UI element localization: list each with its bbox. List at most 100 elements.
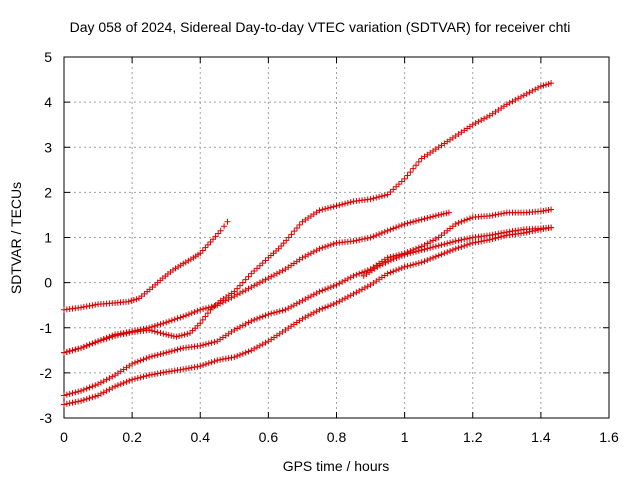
data-point: [280, 240, 287, 247]
data-point: [498, 210, 505, 217]
data-point: [478, 117, 485, 124]
series-track-D: [61, 206, 555, 399]
data-point: [324, 285, 331, 292]
data-point: [313, 247, 320, 254]
data-point: [435, 242, 442, 249]
data-point: [344, 199, 351, 206]
data-point: [427, 239, 434, 246]
data-point: [498, 230, 505, 237]
data-point: [512, 96, 519, 103]
data-point: [171, 347, 178, 354]
data-point: [251, 282, 258, 289]
y-tick-label: -3: [40, 410, 53, 426]
data-point: [194, 363, 201, 370]
data-point: [273, 270, 280, 277]
data-point: [432, 236, 439, 243]
data-point: [177, 314, 184, 321]
data-point: [154, 370, 161, 377]
data-point: [131, 327, 138, 334]
data-point: [330, 301, 337, 308]
data-point: [271, 309, 278, 316]
data-point: [489, 231, 496, 238]
data-point: [347, 274, 354, 281]
data-point: [430, 213, 437, 220]
grid: [64, 57, 609, 418]
data-point: [412, 162, 419, 169]
data-point: [187, 256, 194, 263]
data-point: [418, 259, 425, 266]
data-point: [114, 330, 121, 337]
data-point: [89, 302, 96, 309]
data-point: [378, 229, 385, 236]
data-point: [282, 306, 289, 313]
data-point: [114, 382, 121, 389]
data-point: [384, 227, 391, 234]
data-point: [103, 387, 110, 394]
data-point: [276, 308, 283, 315]
data-point: [204, 241, 211, 248]
data-point: [390, 186, 397, 193]
data-point: [492, 211, 499, 218]
data-point: [160, 330, 167, 337]
data-point: [100, 389, 107, 396]
data-point: [390, 225, 397, 232]
data-point: [393, 183, 400, 190]
y-tick-label: 4: [44, 94, 52, 110]
data-point: [444, 240, 451, 247]
data-point: [259, 313, 266, 320]
data-point: [183, 365, 190, 372]
data-point: [466, 235, 473, 242]
data-point: [438, 241, 445, 248]
x-tick-label: 0.4: [191, 429, 211, 445]
data-point: [205, 360, 212, 367]
data-point: [353, 237, 360, 244]
data-point: [78, 397, 85, 404]
data-point: [322, 205, 329, 212]
data-point: [217, 356, 224, 363]
data-point: [148, 371, 155, 378]
data-point: [469, 239, 476, 246]
data-point: [415, 217, 422, 224]
data-point: [236, 290, 243, 297]
data-point: [381, 192, 388, 199]
data-point: [177, 345, 184, 352]
data-point: [168, 317, 175, 324]
data-point: [254, 344, 261, 351]
data-point: [123, 329, 130, 336]
data-point: [148, 323, 155, 330]
y-axis: -3 -2 -1 0 1 2 3 4 5: [40, 49, 609, 426]
data-point: [515, 95, 522, 102]
data-point: [401, 175, 408, 182]
data-point: [228, 354, 235, 361]
data-point: [347, 292, 354, 299]
data-point: [387, 188, 394, 195]
data-point: [316, 288, 323, 295]
data-point: [398, 252, 405, 259]
data-point: [353, 289, 360, 296]
data-point: [259, 278, 266, 285]
data-point: [78, 304, 85, 311]
data-point: [466, 240, 473, 247]
data-point: [80, 386, 87, 393]
data-point: [221, 223, 228, 230]
data-point: [245, 348, 252, 355]
data-point: [78, 345, 85, 352]
data-point: [316, 306, 323, 313]
data-point: [191, 364, 198, 371]
data-point: [415, 260, 422, 267]
data-point: [415, 247, 422, 254]
data-point: [458, 236, 465, 243]
data-point: [430, 237, 437, 244]
data-point: [202, 313, 209, 320]
x-tick-label: 0.2: [122, 429, 142, 445]
data-point: [245, 273, 252, 280]
data-point: [393, 254, 400, 261]
data-point: [285, 305, 292, 312]
data-point: [449, 238, 456, 245]
data-point: [353, 271, 360, 278]
data-point: [421, 258, 428, 265]
data-point: [461, 217, 468, 224]
data-point: [299, 297, 306, 304]
data-point: [412, 248, 419, 255]
data-point: [410, 165, 417, 172]
